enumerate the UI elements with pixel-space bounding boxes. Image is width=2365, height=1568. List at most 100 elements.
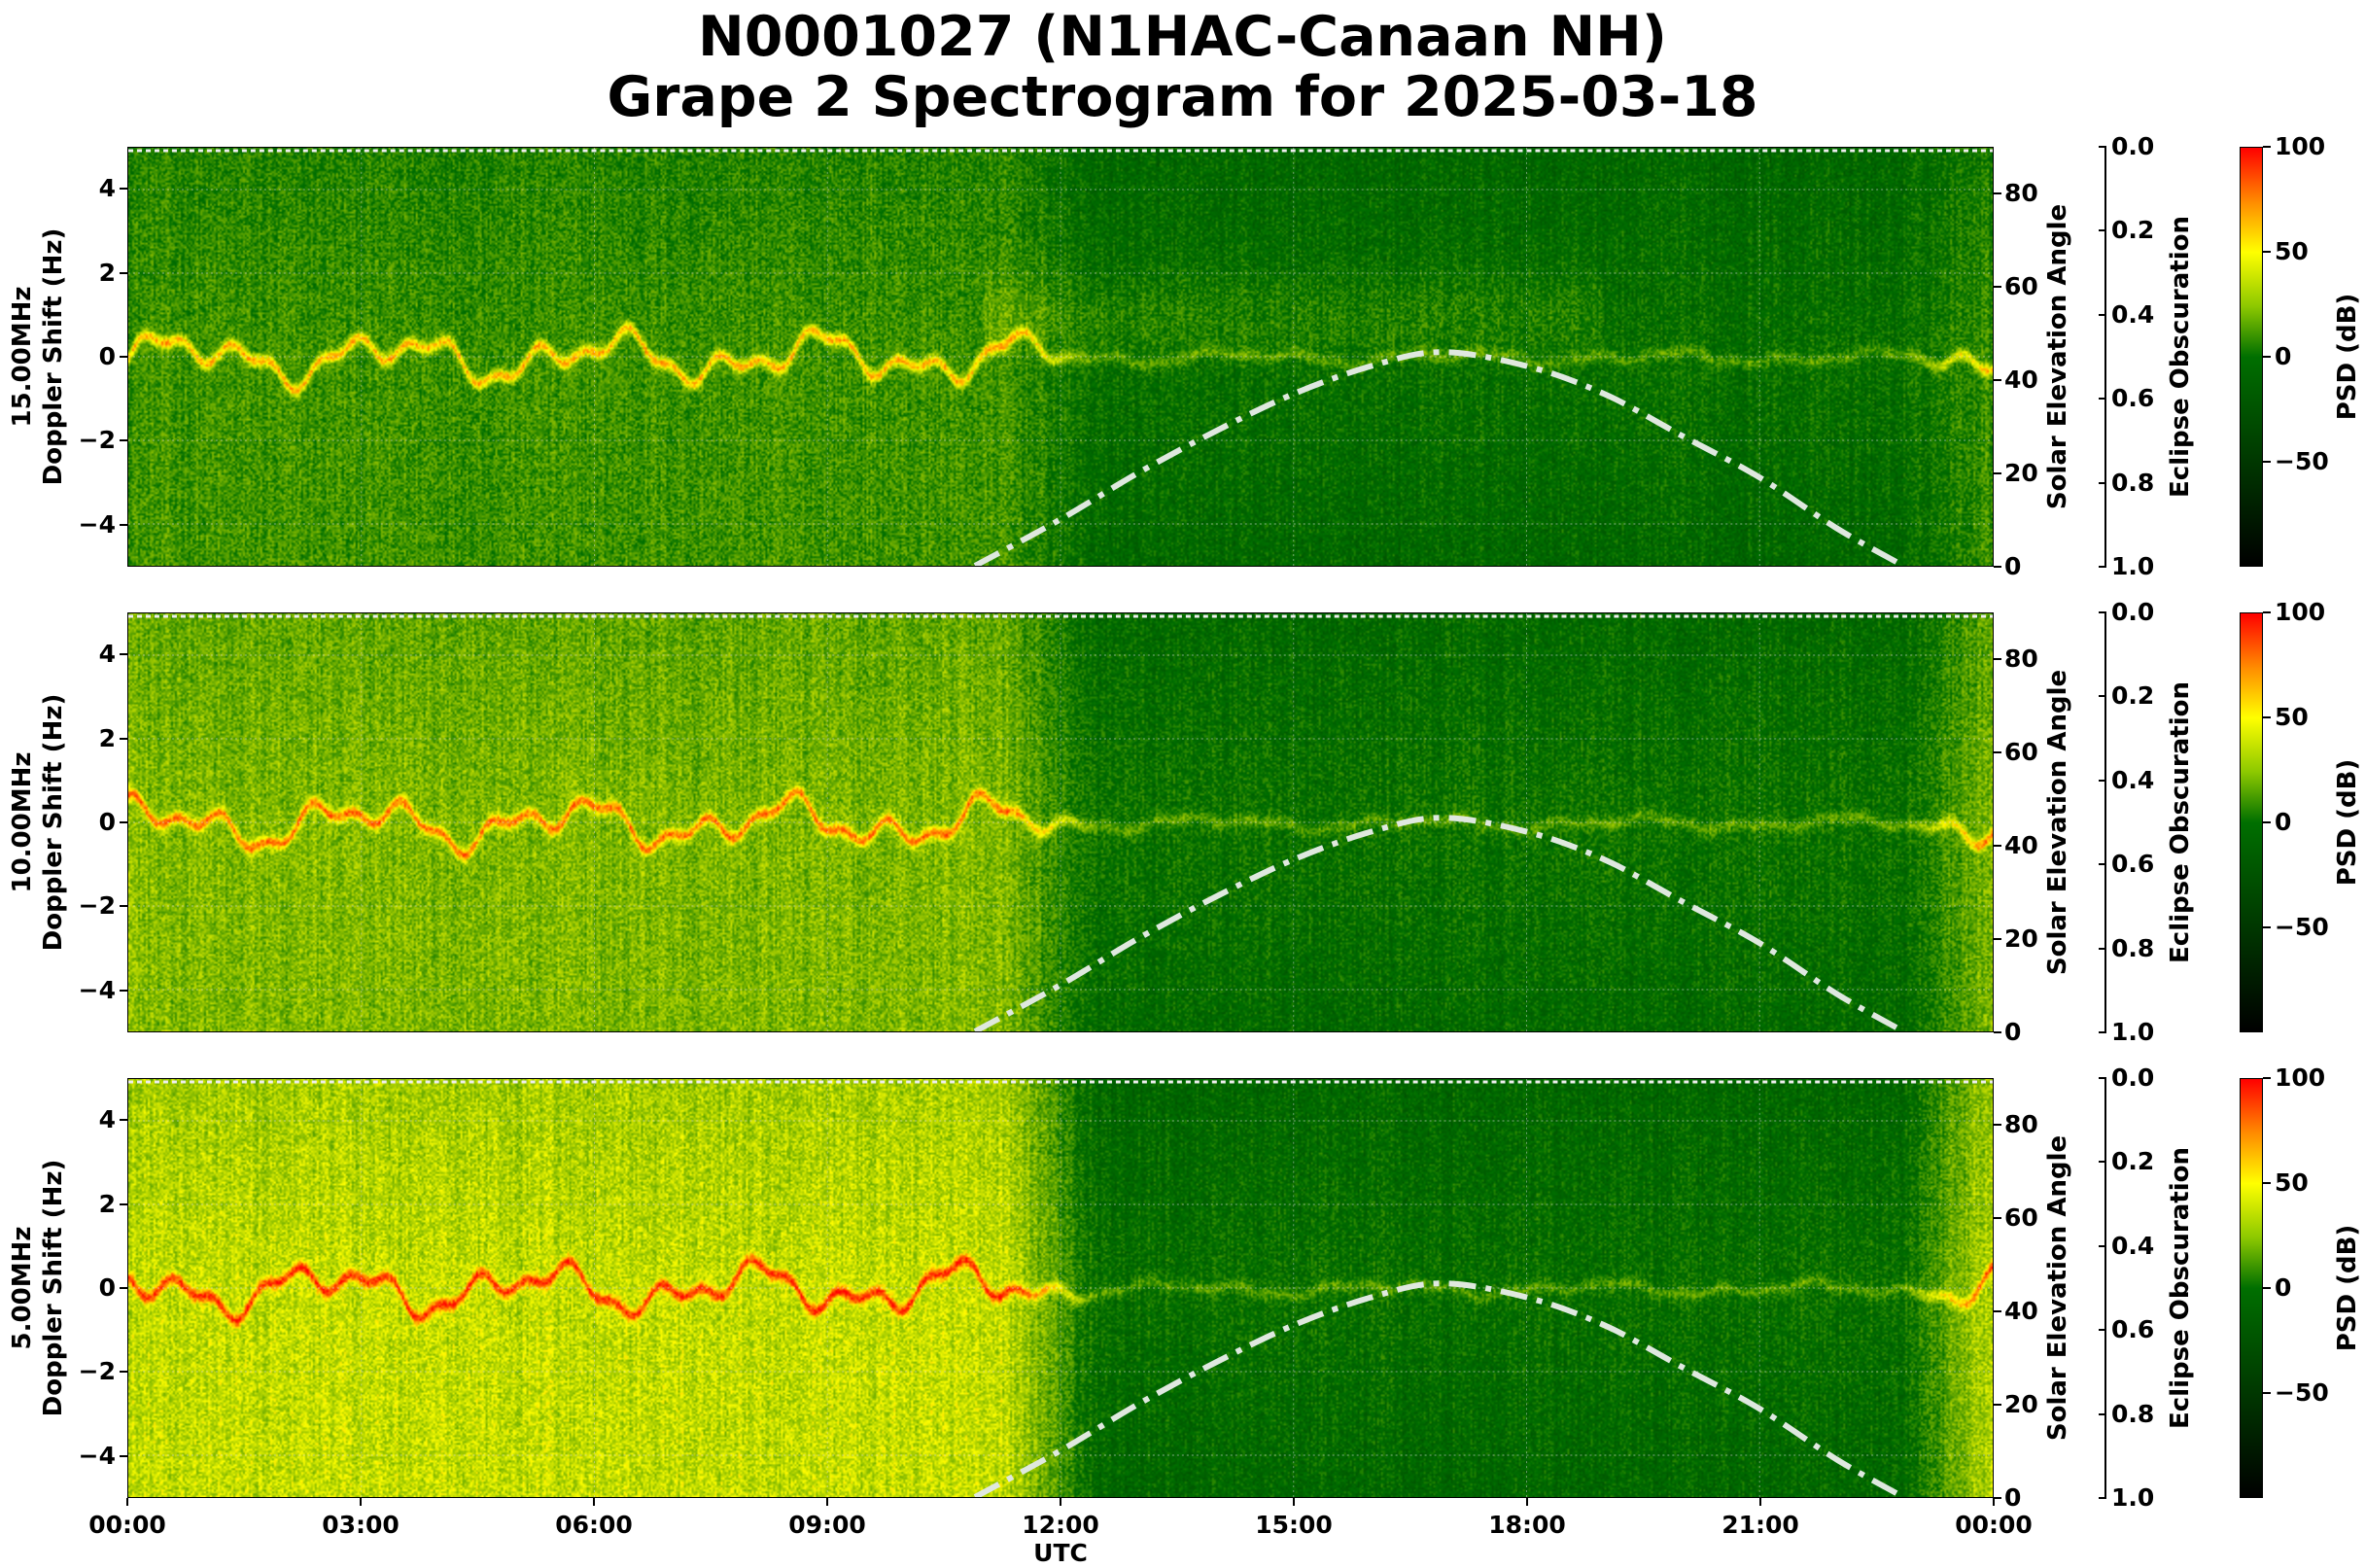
eclipse-tick-mark xyxy=(2099,947,2106,950)
y-tick-label: 0 xyxy=(98,342,116,370)
colorbar-tick-mark xyxy=(2263,356,2271,358)
y-tick-mark xyxy=(120,821,127,823)
elevation-tick-mark xyxy=(1994,1310,2001,1312)
eclipse-tick-label: 0.8 xyxy=(2111,933,2155,962)
eclipse-tick-label: 0.0 xyxy=(2111,132,2155,160)
eclipse-tick-mark xyxy=(2099,863,2106,866)
eclipse-tick-label: 0.6 xyxy=(2111,1315,2155,1344)
elevation-tick-mark xyxy=(1994,1124,2001,1126)
x-tick-label: 15:00 xyxy=(1255,1511,1333,1539)
eclipse-axis-line xyxy=(2104,612,2106,1032)
colorbar-tick-label: 100 xyxy=(2275,1063,2326,1092)
colorbar-tick-mark xyxy=(2263,1182,2271,1184)
y-tick-label: −4 xyxy=(78,975,116,1004)
overlay xyxy=(128,613,1993,1031)
x-tick-label: 18:00 xyxy=(1488,1511,1566,1539)
eclipse-axis-label: Eclipse Obscuration xyxy=(2166,216,2195,498)
colorbar-tick-mark xyxy=(2263,461,2271,463)
y-tick-label: −2 xyxy=(78,891,116,921)
elevation-tick-mark xyxy=(1994,658,2001,660)
eclipse-tick-mark xyxy=(2099,1244,2106,1247)
eclipse-tick-label: 0.8 xyxy=(2111,1399,2155,1428)
eclipse-axis-label: Eclipse Obscuration xyxy=(2166,1147,2195,1429)
eclipse-tick-mark xyxy=(2099,1329,2106,1332)
elevation-axis-label: Solar Elevation Angle xyxy=(2043,669,2072,976)
eclipse-tick-label: 0.4 xyxy=(2111,299,2155,329)
colorbar-tick-mark xyxy=(2263,251,2271,253)
elevation-tick-mark xyxy=(1994,472,2001,474)
eclipse-tick-label: 0.8 xyxy=(2111,468,2155,497)
eclipse-tick-mark xyxy=(2099,1412,2106,1415)
elevation-tick-mark xyxy=(1994,192,2001,194)
x-tick-label: 09:00 xyxy=(788,1511,866,1539)
colorbar-tick-label: −50 xyxy=(2275,447,2329,475)
y-tick-label: −2 xyxy=(78,426,116,455)
elevation-tick-label: 0 xyxy=(2004,552,2022,580)
elevation-tick-label: 60 xyxy=(2004,1203,2038,1232)
x-tick-label: 06:00 xyxy=(555,1511,633,1539)
eclipse-tick-mark xyxy=(2099,398,2106,401)
elevation-axis-label: Solar Elevation Angle xyxy=(2043,203,2072,510)
eclipse-tick-mark xyxy=(2099,695,2106,698)
y-tick-mark xyxy=(120,1287,127,1289)
y-axis-label: Doppler Shift (Hz) xyxy=(39,693,68,952)
y-axis-label: Doppler Shift (Hz) xyxy=(39,1159,68,1417)
chart-title-line1: N0001027 (N1HAC-Canaan NH) xyxy=(698,5,1667,69)
elevation-tick-label: 20 xyxy=(2004,1390,2038,1418)
y-tick-label: 4 xyxy=(98,174,116,203)
spectrogram-panel-1 xyxy=(127,612,1994,1032)
y-tick-label: 0 xyxy=(98,808,116,836)
eclipse-tick-mark xyxy=(2099,779,2106,782)
x-axis-label: UTC xyxy=(1033,1539,1088,1567)
colorbar-tick-label: 50 xyxy=(2275,703,2309,731)
elevation-tick-label: 20 xyxy=(2004,924,2038,953)
x-tick-mark xyxy=(1293,1498,1295,1506)
y-tick-mark xyxy=(120,1454,127,1457)
eclipse-tick-label: 0.4 xyxy=(2111,1231,2155,1260)
y-tick-label: 4 xyxy=(98,1105,116,1134)
x-tick-label: 00:00 xyxy=(88,1511,166,1539)
x-tick-mark xyxy=(1759,1498,1761,1506)
elevation-tick-label: 0 xyxy=(2004,1018,2022,1046)
y-tick-label: 2 xyxy=(98,258,116,287)
elevation-tick-mark xyxy=(1994,1217,2001,1219)
colorbar-label: PSD (dB) xyxy=(2333,758,2362,887)
elevation-tick-mark xyxy=(1994,1404,2001,1406)
x-tick-mark xyxy=(126,1498,128,1506)
solar-elevation-curve xyxy=(973,349,1905,566)
panel-frequency-label: 10.00MHz xyxy=(8,751,37,893)
eclipse-tick-label: 1.0 xyxy=(2111,1018,2155,1046)
eclipse-tick-mark xyxy=(2099,1497,2106,1499)
eclipse-tick-label: 0.6 xyxy=(2111,850,2155,879)
chart-title-line2: Grape 2 Spectrogram for 2025-03-18 xyxy=(607,65,1758,129)
colorbar-tick-label: 100 xyxy=(2275,132,2326,160)
y-tick-label: 0 xyxy=(98,1273,116,1302)
overlay xyxy=(128,1079,1993,1497)
colorbar-tick-mark xyxy=(2263,926,2271,928)
colorbar-tick-mark xyxy=(2263,1392,2271,1394)
colorbar-tick-label: 100 xyxy=(2275,598,2326,626)
colorbar-tick-label: 50 xyxy=(2275,237,2309,265)
y-tick-mark xyxy=(120,1202,127,1205)
y-tick-mark xyxy=(120,188,127,191)
eclipse-tick-label: 0.2 xyxy=(2111,1147,2155,1176)
spectrogram-panel-0 xyxy=(127,147,1994,567)
eclipse-tick-label: 0.6 xyxy=(2111,384,2155,413)
y-tick-mark xyxy=(120,439,127,442)
x-tick-label: 00:00 xyxy=(1955,1511,2033,1539)
y-tick-mark xyxy=(120,737,127,740)
colorbar-label: PSD (dB) xyxy=(2333,293,2362,421)
eclipse-tick-mark xyxy=(2099,566,2106,568)
panel-frequency-label: 5.00MHz xyxy=(8,1226,37,1350)
y-tick-label: −2 xyxy=(78,1357,116,1386)
colorbar-tick-mark xyxy=(2263,716,2271,718)
elevation-tick-mark xyxy=(1994,1031,2001,1033)
eclipse-tick-label: 1.0 xyxy=(2111,552,2155,580)
overlay xyxy=(128,148,1993,566)
panel-frequency-label: 15.00MHz xyxy=(8,286,37,428)
y-tick-mark xyxy=(120,1371,127,1374)
colorbar-tick-label: −50 xyxy=(2275,1378,2329,1407)
x-tick-mark xyxy=(1526,1498,1528,1506)
eclipse-tick-label: 0.0 xyxy=(2111,598,2155,626)
x-tick-label: 12:00 xyxy=(1022,1511,1099,1539)
